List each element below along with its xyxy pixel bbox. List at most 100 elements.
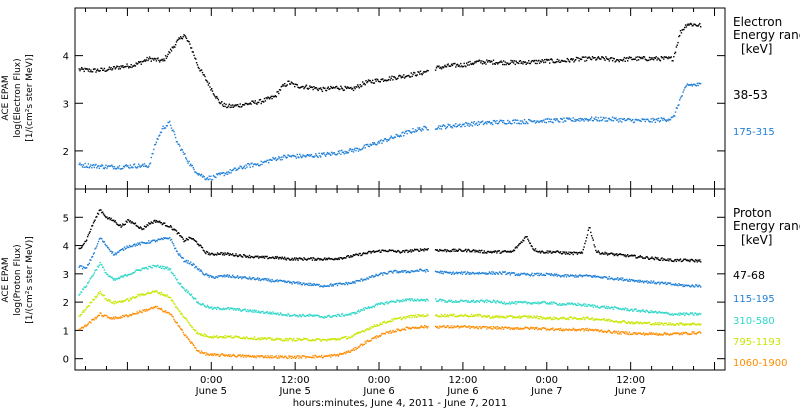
proton-data-point xyxy=(185,239,187,242)
proton-data-point xyxy=(638,322,641,324)
electron-data-point xyxy=(392,79,394,81)
proton-data-point xyxy=(481,299,483,301)
electron-data-point xyxy=(78,68,80,70)
proton-data-point xyxy=(169,268,172,270)
proton-data-point xyxy=(176,278,178,281)
electron-data-point xyxy=(336,85,338,88)
proton-data-point xyxy=(622,307,624,310)
proton-data-point xyxy=(189,263,191,265)
proton-data-point xyxy=(284,314,286,316)
proton-data-point xyxy=(474,251,476,253)
proton-data-point xyxy=(142,267,144,270)
electron-data-point xyxy=(146,166,148,168)
proton-data-point xyxy=(414,314,417,316)
proton-data-point xyxy=(136,296,138,298)
proton-data-point xyxy=(400,318,402,321)
proton-data-point xyxy=(557,304,559,306)
proton-data-point xyxy=(327,257,329,260)
proton-data-point xyxy=(191,342,194,344)
proton-data-point xyxy=(508,271,511,274)
proton-data-point xyxy=(628,255,631,257)
proton-data-point xyxy=(606,307,609,310)
proton-data-point xyxy=(486,252,488,254)
proton-data-point xyxy=(633,280,636,283)
proton-data-point xyxy=(404,329,407,331)
electron-data-point xyxy=(683,89,685,91)
electron-data-point xyxy=(371,82,373,84)
electron-data-point xyxy=(89,165,91,168)
proton-data-point xyxy=(674,324,677,326)
proton-data-point xyxy=(242,336,245,338)
electron-data-point xyxy=(224,105,226,108)
proton-data-point xyxy=(608,307,610,309)
proton-data-point xyxy=(351,281,354,283)
proton-data-point xyxy=(385,272,387,275)
proton-data-point xyxy=(314,314,316,316)
proton-data-point xyxy=(514,247,516,249)
proton-data-point xyxy=(455,249,458,251)
electron-data-point xyxy=(440,66,442,69)
electron-data-point xyxy=(532,120,534,123)
proton-data-point xyxy=(545,272,548,274)
proton-data-point xyxy=(664,312,667,314)
proton-data-point xyxy=(511,250,513,252)
proton-data-point xyxy=(237,354,240,356)
proton-data-point xyxy=(143,242,145,244)
electron-data-point xyxy=(154,58,157,60)
xtick-time-label-3: 12:00 xyxy=(448,375,477,386)
electron-data-point xyxy=(203,176,205,178)
proton-data-point xyxy=(107,298,110,301)
proton-data-point xyxy=(549,251,551,253)
electron-data-point xyxy=(289,83,292,85)
proton-data-point xyxy=(584,318,586,321)
proton-data-point xyxy=(340,353,342,355)
electron-data-point xyxy=(523,61,526,64)
electron-data-point xyxy=(231,170,233,172)
proton-data-point xyxy=(652,310,654,313)
electron-data-point xyxy=(564,120,566,122)
proton-data-point xyxy=(573,316,575,318)
electron-data-point xyxy=(147,166,149,169)
proton-data-point xyxy=(233,308,236,310)
electron-data-point xyxy=(535,121,537,123)
proton-data-point xyxy=(409,299,412,302)
proton-data-point xyxy=(417,298,419,301)
proton-data-point xyxy=(249,257,251,259)
proton-data-point xyxy=(389,320,392,322)
proton-data-point xyxy=(575,276,578,278)
proton-data-point xyxy=(647,257,649,259)
proton-data-point xyxy=(499,271,501,273)
electron-data-point xyxy=(143,59,146,61)
proton-data-point xyxy=(477,315,480,317)
proton-data-point xyxy=(102,266,104,268)
proton-data-point xyxy=(672,323,674,325)
proton-data-point xyxy=(596,251,598,253)
electron-data-point xyxy=(565,60,568,63)
proton-data-point xyxy=(563,275,565,278)
proton-data-point xyxy=(89,259,91,261)
proton-data-point xyxy=(372,326,375,328)
proton-data-point xyxy=(352,282,355,284)
electron-data-point xyxy=(424,71,426,73)
proton-data-point xyxy=(695,314,698,316)
proton-data-point xyxy=(206,250,208,253)
electron-data-point xyxy=(280,156,282,158)
proton-data-point xyxy=(549,316,552,319)
proton-data-point xyxy=(367,250,370,253)
proton-data-point xyxy=(389,270,392,272)
proton-data-point xyxy=(381,249,383,251)
electron-data-point xyxy=(358,87,360,89)
electron-data-point xyxy=(651,121,653,123)
proton-data-point xyxy=(627,321,630,323)
proton-data-point xyxy=(400,300,402,302)
electron-data-point xyxy=(84,67,86,70)
electron-data-point xyxy=(551,121,553,123)
proton-data-point xyxy=(539,302,542,304)
electron-data-point xyxy=(629,57,631,59)
proton-data-point xyxy=(84,240,86,243)
electron-data-point xyxy=(607,118,610,120)
electron-data-point xyxy=(362,81,364,83)
electron-data-point xyxy=(626,119,628,121)
electron-legend-entry-1: 175-315 xyxy=(733,127,775,138)
proton-data-point xyxy=(472,314,475,317)
